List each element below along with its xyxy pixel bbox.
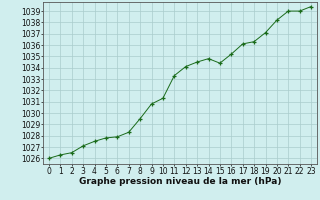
- X-axis label: Graphe pression niveau de la mer (hPa): Graphe pression niveau de la mer (hPa): [79, 177, 281, 186]
